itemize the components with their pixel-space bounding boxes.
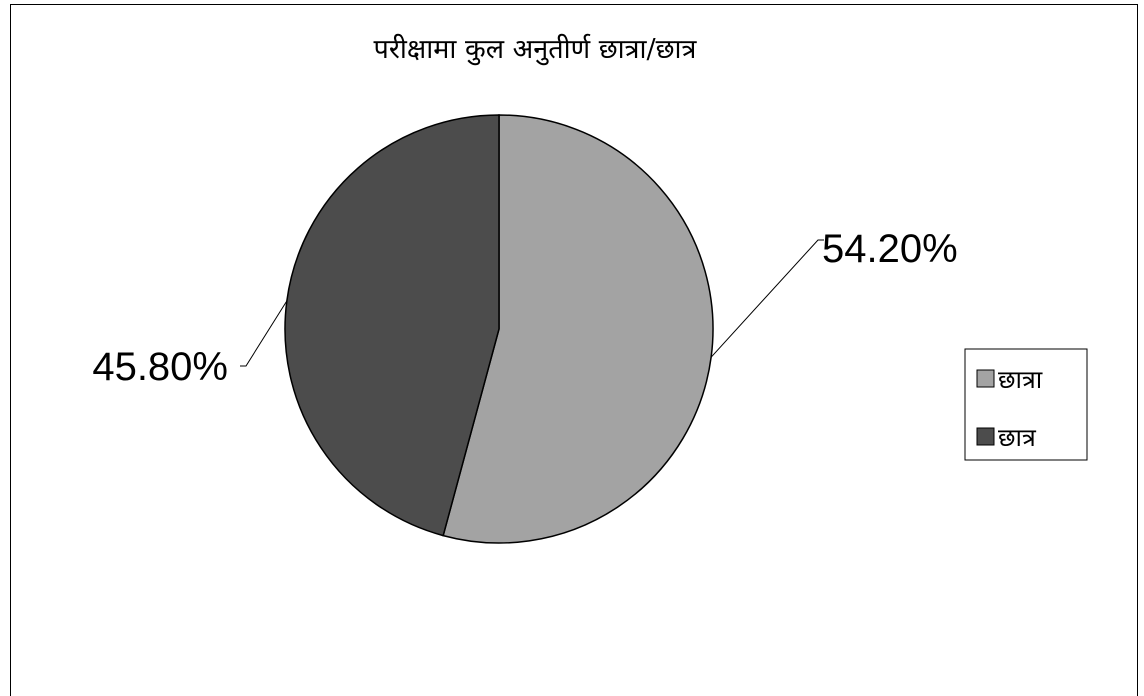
- data-label-chhatra: 54.20%: [822, 227, 958, 271]
- data-labels: 54.20% 45.80%: [92, 227, 957, 389]
- legend-label-chhatr: छात्र: [998, 423, 1037, 452]
- data-label-chhatr: 45.80%: [92, 345, 228, 389]
- pie-slices: [284, 114, 714, 544]
- pie-slice-chhatra: [442, 114, 714, 544]
- pie-slice-chhatr: [284, 114, 500, 537]
- legend-swatch-chhatr: [976, 427, 995, 446]
- legend-swatch-chhatra: [976, 369, 995, 388]
- chart-title: परीक्षामा कुल अनुतीर्ण छात्रा/छात्र: [374, 33, 698, 66]
- leader-line-chhatr: [240, 300, 288, 367]
- leader-line-chhatra: [710, 239, 824, 358]
- legend: छात्रा छात्र: [964, 348, 1088, 461]
- legend-label-chhatra: छात्रा: [998, 365, 1043, 394]
